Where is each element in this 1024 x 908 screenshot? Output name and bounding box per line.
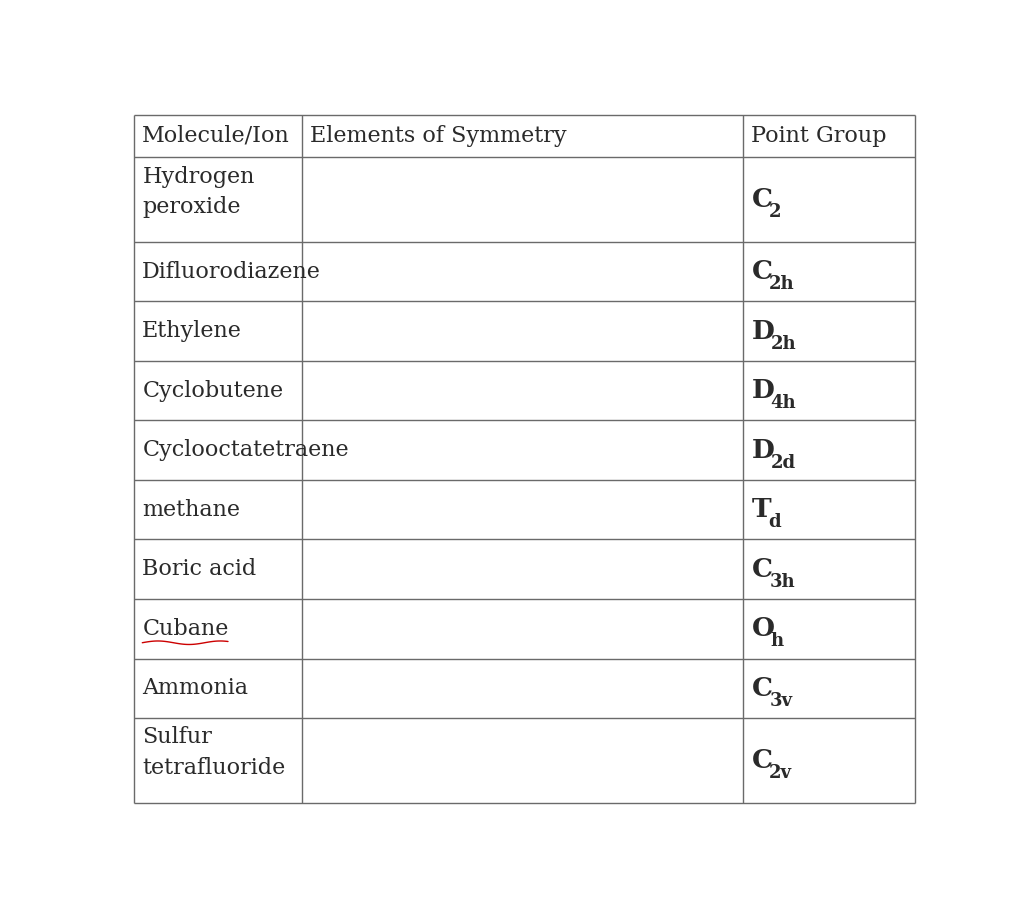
Text: D: D bbox=[752, 319, 774, 344]
Text: Hydrogen
peroxide: Hydrogen peroxide bbox=[142, 166, 255, 218]
Text: Point Group: Point Group bbox=[752, 125, 887, 147]
Text: 2v: 2v bbox=[769, 764, 793, 782]
Text: d: d bbox=[768, 513, 781, 531]
Text: C: C bbox=[752, 557, 772, 582]
Text: h: h bbox=[771, 632, 784, 650]
Text: Molecule/Ion: Molecule/Ion bbox=[142, 125, 290, 147]
Text: Ammonia: Ammonia bbox=[142, 677, 248, 699]
Text: 2d: 2d bbox=[771, 454, 796, 472]
Text: 3h: 3h bbox=[769, 573, 795, 591]
Text: Boric acid: Boric acid bbox=[142, 558, 257, 580]
Text: D: D bbox=[752, 438, 774, 463]
Text: 2h: 2h bbox=[769, 275, 795, 293]
Text: O: O bbox=[752, 617, 774, 641]
Text: 4h: 4h bbox=[771, 394, 797, 412]
Text: methane: methane bbox=[142, 498, 241, 520]
Text: Sulfur
tetrafluoride: Sulfur tetrafluoride bbox=[142, 726, 286, 779]
Text: 2: 2 bbox=[769, 203, 781, 222]
Text: C: C bbox=[752, 676, 772, 701]
Text: Difluorodiazene: Difluorodiazene bbox=[142, 261, 322, 282]
Text: Ethylene: Ethylene bbox=[142, 321, 242, 342]
Text: 3v: 3v bbox=[769, 692, 793, 710]
Text: D: D bbox=[752, 379, 774, 403]
Text: T: T bbox=[752, 498, 771, 522]
Text: C: C bbox=[752, 748, 772, 773]
Text: Cubane: Cubane bbox=[142, 617, 228, 640]
Text: 2h: 2h bbox=[771, 335, 797, 353]
Text: C: C bbox=[752, 187, 772, 212]
Text: Cyclooctatetraene: Cyclooctatetraene bbox=[142, 439, 349, 461]
Text: Cyclobutene: Cyclobutene bbox=[142, 380, 284, 401]
Text: Elements of Symmetry: Elements of Symmetry bbox=[310, 125, 567, 147]
Text: C: C bbox=[752, 259, 772, 284]
